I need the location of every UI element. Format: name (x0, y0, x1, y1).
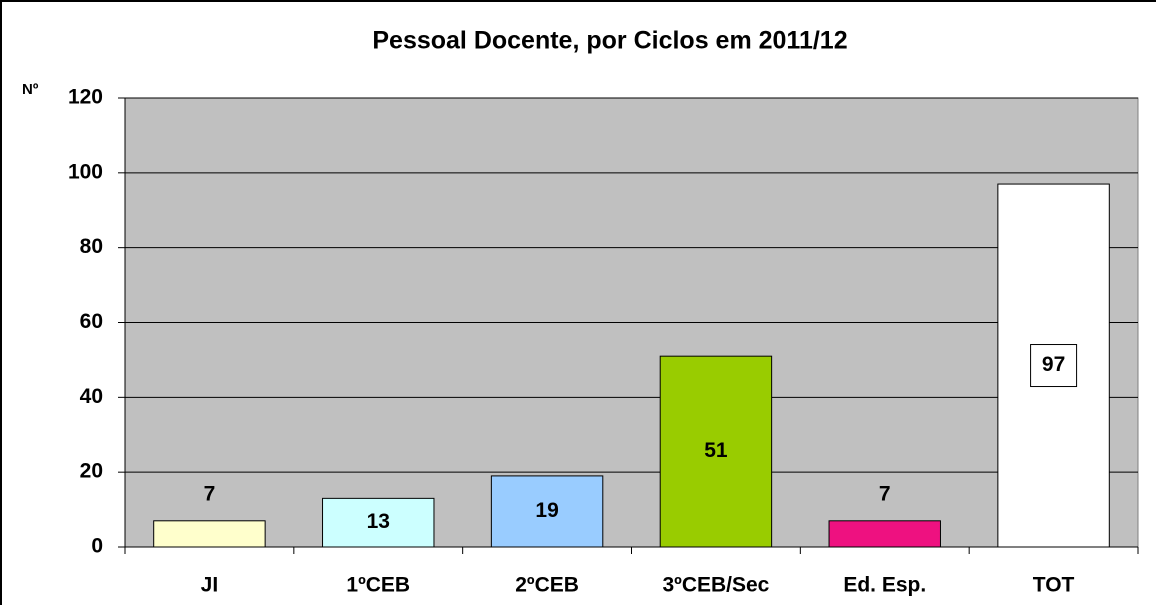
chart-title: Pessoal Docente, por Ciclos em 2011/12 (372, 27, 847, 55)
value-label: 7 (204, 482, 216, 505)
bar (659, 355, 773, 548)
x-tick-label: TOT (1033, 574, 1075, 597)
y-tick-label: 120 (68, 86, 103, 109)
x-tick-label: 2ºCEB (515, 574, 579, 597)
value-label: 13 (367, 510, 390, 533)
value-label: 51 (704, 439, 728, 462)
y-axis-label: Nº (22, 81, 39, 98)
value-label-box (1030, 344, 1078, 388)
y-tick-label: 0 (91, 535, 103, 558)
bar (153, 520, 266, 548)
value-label: 7 (879, 482, 891, 505)
y-tick-label: 80 (80, 235, 103, 258)
x-tick-label: 1ºCEB (346, 574, 410, 597)
x-tick-label: Ed. Esp. (843, 574, 926, 597)
value-label: 19 (535, 499, 558, 522)
y-tick-label: 60 (80, 310, 103, 333)
y-tick-label: 20 (80, 460, 103, 483)
value-label: 97 (1042, 353, 1065, 376)
y-tick-label: 40 (80, 385, 103, 408)
y-tick-label: 100 (68, 160, 103, 183)
x-tick-label: 3ºCEB/Sec (662, 574, 769, 597)
bar (828, 520, 941, 548)
x-tick-label: JI (201, 574, 219, 597)
bar (322, 497, 435, 548)
bar (490, 475, 604, 548)
